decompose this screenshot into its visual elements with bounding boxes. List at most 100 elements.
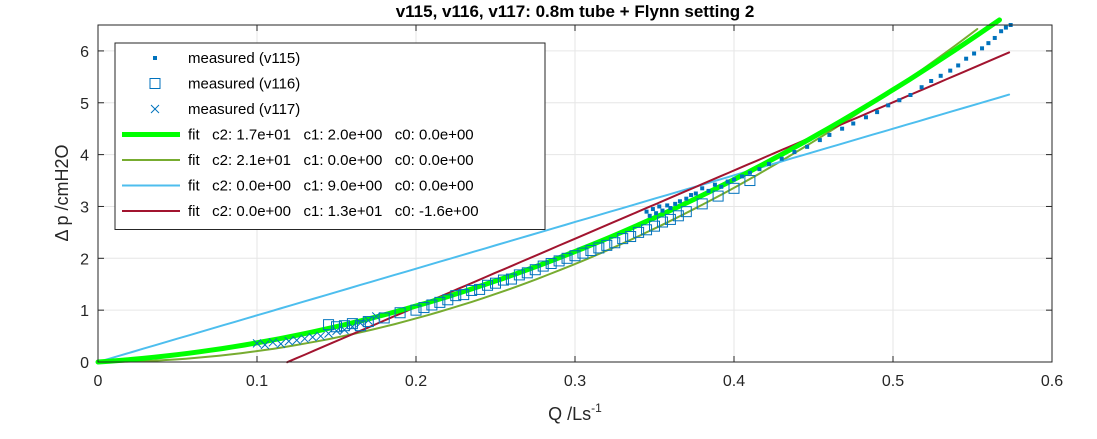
data-point-dot <box>972 51 977 56</box>
y-tick-label: 1 <box>80 303 89 320</box>
legend-marker-x-stroke <box>150 104 160 114</box>
legend-label: fit c2: 1.7e+01 c1: 2.0e+00 c0: 0.0e+00 <box>188 127 474 144</box>
x-tick-label: 0.2 <box>405 373 427 390</box>
data-point-square <box>474 283 486 295</box>
data-point-square <box>458 289 470 301</box>
data-point-dot <box>929 78 934 83</box>
data-point-dot <box>739 174 744 179</box>
data-point-square <box>346 318 358 330</box>
x-tick-label: 0.1 <box>246 373 268 390</box>
y-tick-label: 2 <box>80 251 89 268</box>
data-point-square <box>490 277 501 289</box>
data-point-square <box>378 312 390 324</box>
data-point-x <box>268 337 278 347</box>
data-point-dot <box>805 144 810 149</box>
data-point-dot <box>725 179 730 184</box>
data-point-dot <box>980 46 985 51</box>
data-point-square <box>712 190 724 202</box>
data-point-square <box>656 216 668 228</box>
data-point-x-stroke <box>260 340 270 350</box>
data-point-x <box>300 334 310 344</box>
data-point-square <box>497 274 509 286</box>
data-point-x <box>348 322 357 332</box>
data-point-dot <box>647 213 652 218</box>
x-axis-label-superscript: -1 <box>591 401 602 415</box>
data-point-dot <box>919 85 924 90</box>
data-point-square <box>442 294 454 306</box>
data-point-square <box>505 273 517 285</box>
data-point-dot <box>956 63 961 68</box>
data-point-square <box>577 247 589 259</box>
data-point-square <box>426 299 438 311</box>
legend: measured (v115) measured (v116) measured (… <box>114 42 546 230</box>
data-point-x-stroke <box>268 337 278 347</box>
data-point-square <box>434 296 446 308</box>
data-point-dot <box>766 161 771 166</box>
data-points <box>252 23 1013 350</box>
fit-line-3 <box>95 17 1002 365</box>
data-point-x-stroke <box>276 339 286 349</box>
data-point-square <box>394 307 406 319</box>
data-point-dot <box>693 191 698 196</box>
data-point-square <box>633 226 645 238</box>
data-point-square <box>362 316 374 328</box>
x-tick-label: 0.5 <box>882 373 904 390</box>
data-point-dot <box>992 35 997 40</box>
data-point-square <box>680 206 692 218</box>
data-point-dot <box>654 211 659 216</box>
y-tick-label: 4 <box>80 148 89 165</box>
data-point-x <box>363 316 373 325</box>
data-point-x <box>260 340 270 350</box>
legend-label: measured (v115) <box>188 50 300 67</box>
data-point-square <box>537 260 549 272</box>
data-point-x <box>316 331 325 341</box>
data-point-dot <box>948 68 953 73</box>
data-point-dot <box>677 199 682 204</box>
data-point-x <box>340 325 349 335</box>
data-point-dot <box>840 126 845 131</box>
data-point-x-stroke <box>308 332 318 342</box>
data-point-dot <box>706 188 711 193</box>
data-point-dot <box>712 182 717 187</box>
data-point-dot <box>938 73 943 78</box>
data-point-dot <box>668 206 673 211</box>
data-point-square <box>561 252 573 264</box>
chart-title: v115, v116, v117: 0.8m tube + Flynn sett… <box>396 2 755 21</box>
legend-label: measured (v117) <box>188 101 300 118</box>
data-point-dot <box>886 103 891 108</box>
data-point-square <box>696 198 708 210</box>
data-point-dot <box>875 110 880 115</box>
data-point-dot <box>792 150 797 155</box>
data-point-x-stroke <box>355 318 365 328</box>
data-point-dot <box>817 138 822 143</box>
data-point-x-stroke <box>371 312 381 321</box>
data-point-square <box>521 267 533 279</box>
fit-line-4 <box>97 28 979 363</box>
data-point-x <box>252 338 262 348</box>
data-point-x-stroke <box>332 326 341 336</box>
x-axis-label-text: Q /Ls <box>548 404 591 424</box>
data-point-square <box>513 269 525 281</box>
data-point-x-stroke <box>324 329 333 338</box>
data-point-dot <box>999 29 1004 34</box>
data-point-square <box>625 231 637 243</box>
data-point-x <box>292 335 302 345</box>
data-point-dot <box>650 207 655 212</box>
data-point-square <box>585 245 597 257</box>
data-point-square <box>323 319 335 331</box>
data-point-dot <box>1003 25 1008 30</box>
legend-label: measured (v116) <box>188 76 300 93</box>
data-point-x-stroke <box>292 335 302 345</box>
data-point-dot <box>908 92 913 97</box>
data-point-dot <box>827 132 832 137</box>
data-point-dot <box>732 177 736 182</box>
data-point-dot <box>644 209 649 214</box>
data-point-x-stroke <box>348 322 357 332</box>
data-point-dot <box>673 201 678 206</box>
data-point-x-stroke <box>252 338 262 348</box>
data-point-dot <box>689 193 694 198</box>
data-point-square <box>601 239 613 251</box>
data-point-dot <box>986 41 991 46</box>
data-point-dot <box>684 196 689 201</box>
data-point-square <box>482 279 494 291</box>
